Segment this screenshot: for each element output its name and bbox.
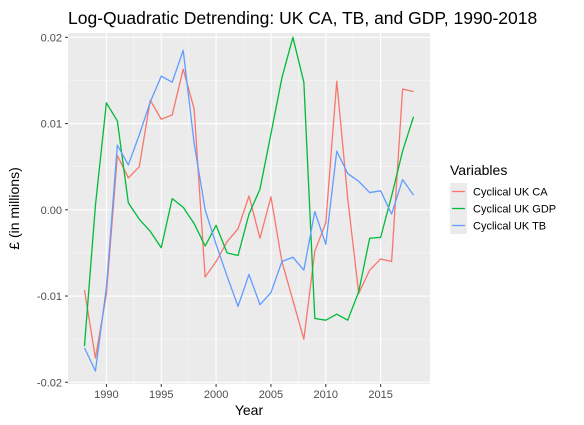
y-axis: -0.02 -0.01 0.00 0.01 0.02	[37, 32, 68, 389]
legend-label-cyclical-uk-ca: Cyclical UK CA	[473, 187, 548, 199]
legend-label-cyclical-uk-gdp: Cyclical UK GDP	[473, 204, 556, 216]
x-tick-label: 1995	[149, 389, 173, 401]
x-tick-label: 2010	[314, 389, 338, 401]
legend-label-cyclical-uk-tb: Cyclical UK TB	[473, 221, 546, 233]
y-tick-label: 0.00	[41, 205, 62, 217]
legend: Variables Cyclical UK CA Cyclical UK GDP C…	[450, 162, 556, 234]
y-tick-label: 0.01	[41, 119, 62, 131]
x-tick-label: 2000	[204, 389, 228, 401]
series-line-cyclical-uk-gdp	[83, 36, 415, 347]
legend-title: Variables	[450, 162, 507, 178]
major-gridlines	[68, 33, 430, 384]
y-tick-label: -0.01	[37, 291, 62, 303]
plot-panel	[68, 33, 430, 384]
x-tick-label: 1990	[94, 389, 118, 401]
y-axis-title: £ (in millions)	[6, 167, 22, 249]
x-axis: 1990 1995 2000 2005 2010 2015	[94, 384, 393, 401]
series-lines	[83, 36, 415, 372]
y-tick-label: 0.02	[41, 32, 62, 44]
x-axis-title: Year	[235, 402, 264, 418]
y-tick-label: -0.02	[37, 377, 62, 389]
chart-title: Log-Quadratic Detrending: UK CA, TB, and…	[68, 8, 537, 28]
series-line-cyclical-uk-tb	[83, 49, 415, 372]
x-tick-label: 2005	[259, 389, 283, 401]
x-tick-label: 2015	[368, 389, 392, 401]
